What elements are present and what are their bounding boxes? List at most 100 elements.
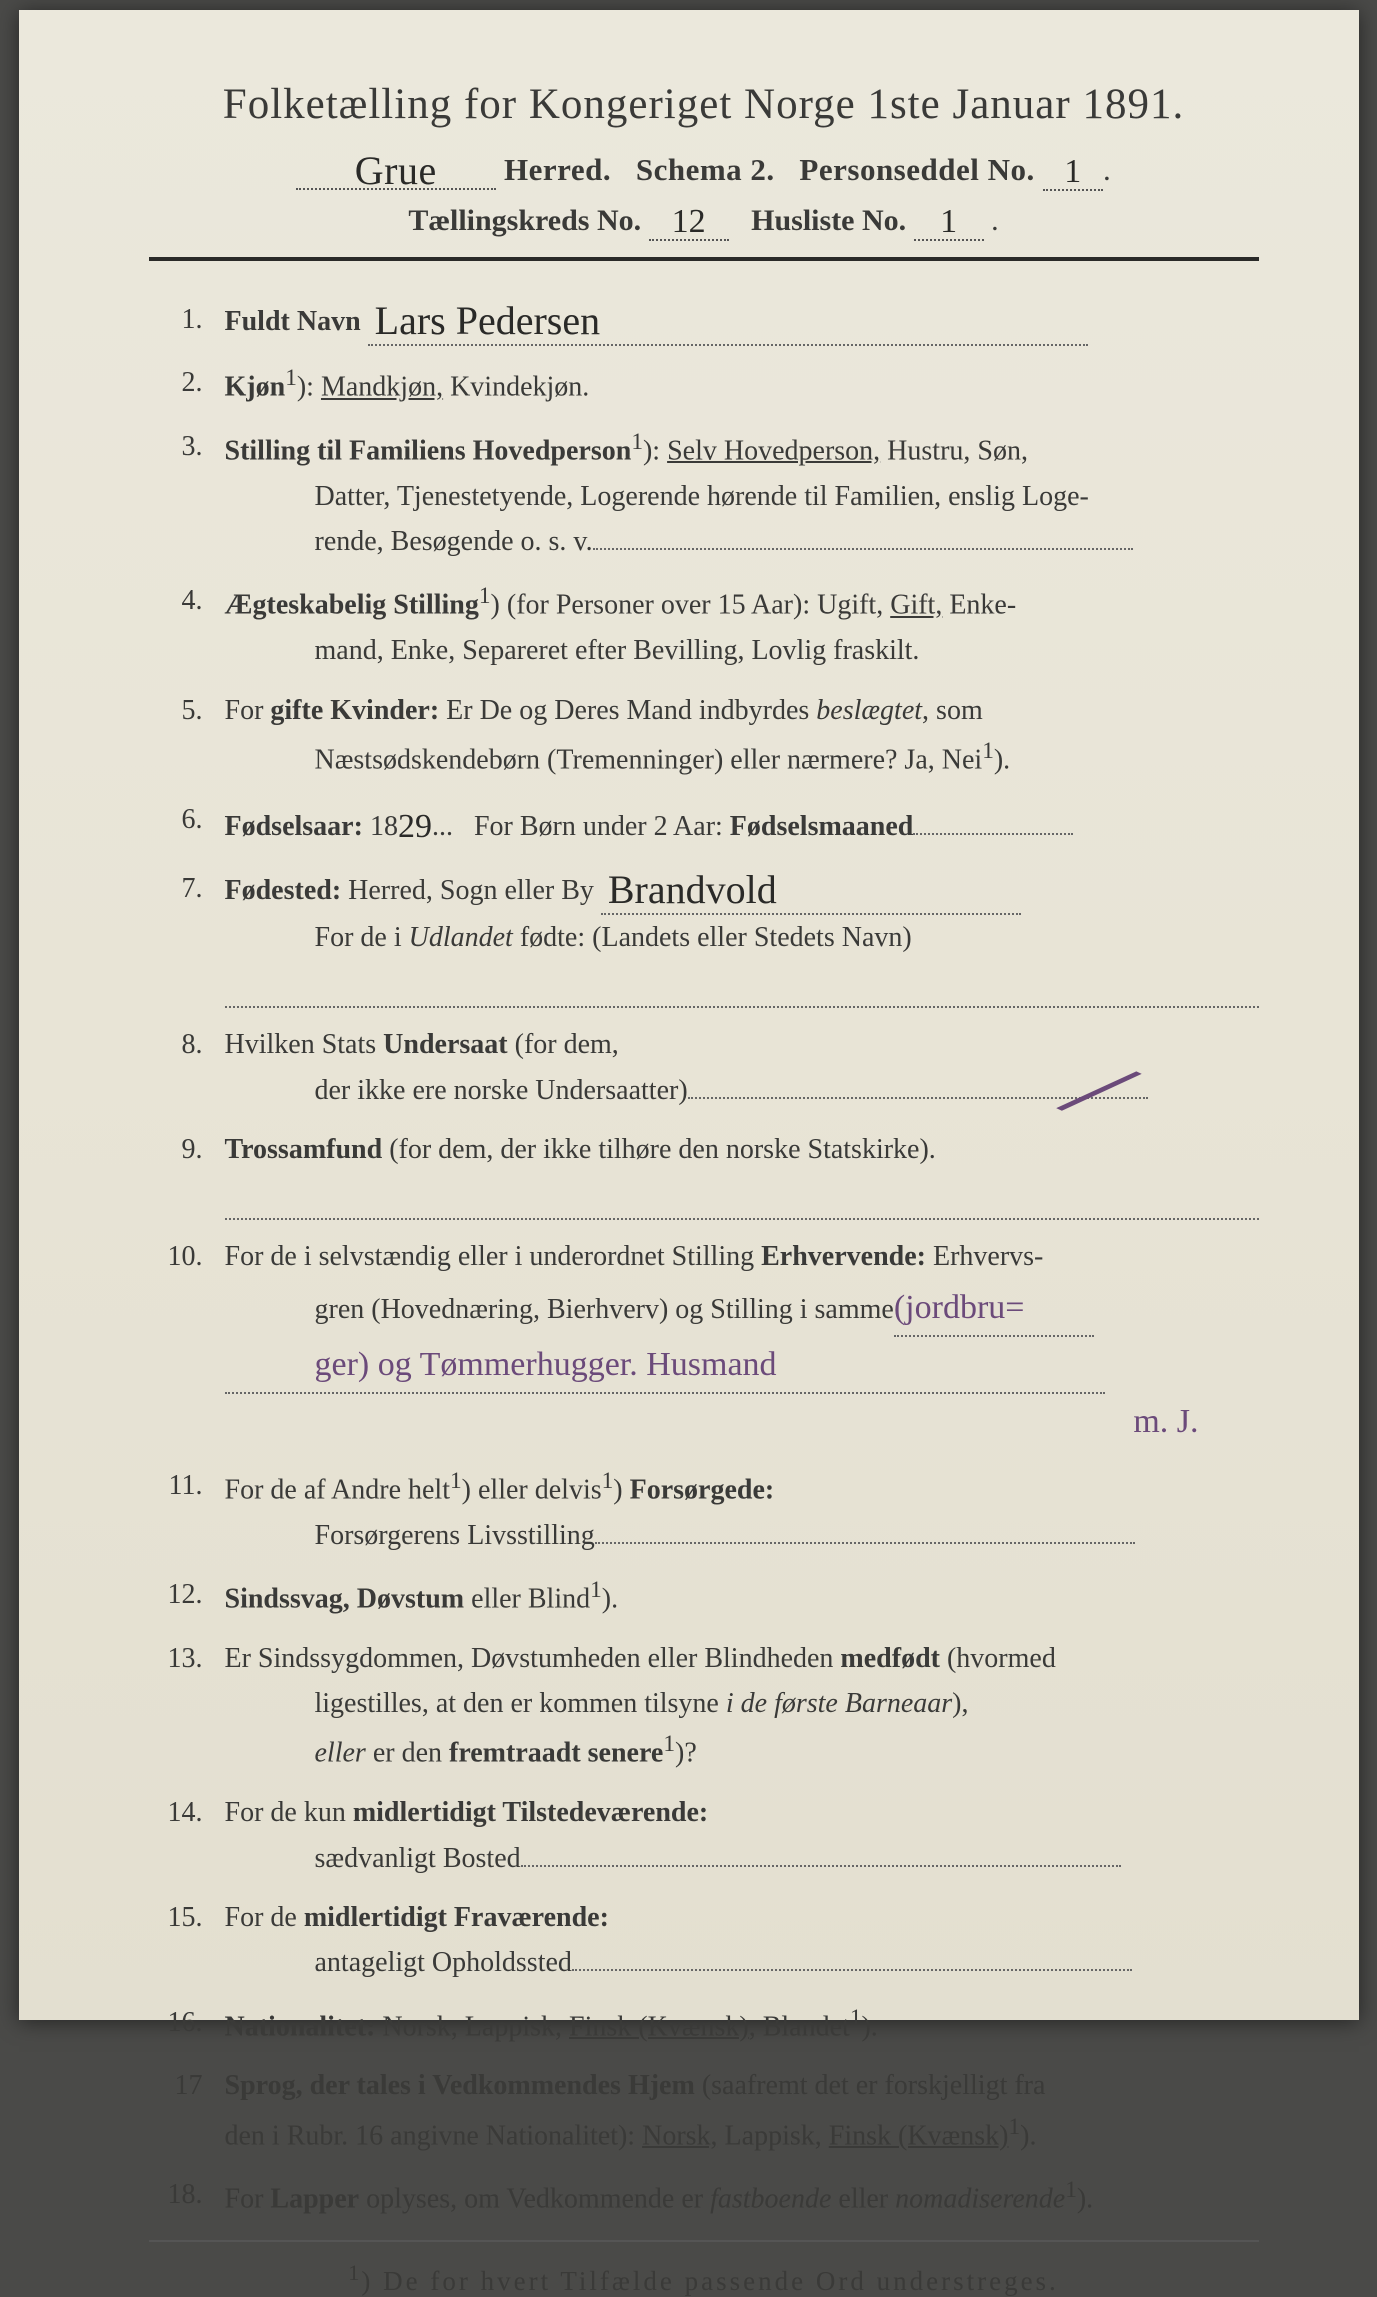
q2-mandkjon: Mandkjøn, [321,372,443,403]
q17-norsk: Norsk, [642,2120,717,2151]
q13-sup: 1 [663,1731,675,1757]
q8-c: (for dem, [508,1029,619,1060]
q8-line2: der ikke ere norske Undersaatter) [315,1075,688,1106]
q5-b: gifte Kvinder: [270,695,439,726]
kreds-label: Tællingskreds No. [408,204,641,237]
q13-c: (hvormed [940,1643,1056,1674]
form-subtitle-2: Tællingskreds No. 12 Husliste No. 1 . [149,201,1259,241]
q18-b: oplyses, om Vedkommende er [359,2184,710,2215]
q13-l3c: )? [675,1738,697,1769]
q10-c: Erhvervs- [926,1241,1043,1272]
q16-finsk: Finsk (Kvænsk) [569,2011,749,2042]
q9-dotted-blank [225,1178,1259,1220]
q11-a: For de af Andre helt [225,1474,451,1505]
q10-hw3: m. J. [1133,1403,1198,1440]
q13-l3i: eller [315,1738,366,1769]
q6-year-hw: 29 [398,808,432,845]
q3: 3. Stilling til Familiens Hovedperson1):… [155,424,1259,564]
q12-text: eller Blind [464,1583,590,1614]
q8-a: Hvilken Stats [225,1029,384,1060]
q5: 5. For gifte Kvinder: Er De og Deres Man… [155,688,1259,783]
q18-i2: nomadiserende [895,2184,1065,2215]
footnote-text: ) De for hvert Tilfælde passende Ord und… [361,2266,1058,2296]
q12-label: Sindssvag, Døvstum [225,1583,465,1614]
q6-num: 6. [155,797,225,852]
husliste-label: Husliste No. [751,204,906,237]
q4-paren: (for Personer over 15 Aar): [507,590,810,621]
q17: 17 Sprog, der tales i Vedkommendes Hjem … [155,2063,1259,2158]
q18-i1: fastboende [710,2184,831,2215]
q8-num: 8. [155,1022,225,1113]
form-title: Folketælling for Kongeriget Norge 1ste J… [149,80,1259,129]
husliste-no: 1 [940,203,957,240]
q15: 15. For de midlertidigt Fraværende: anta… [155,1895,1259,1986]
q3-sup: 1 [631,429,643,455]
q1: 1. Fuldt Navn Lars Pedersen [155,297,1259,346]
q16-sup: 1 [850,2005,862,2031]
q13: 13. Er Sindssygdommen, Døvstumheden elle… [155,1636,1259,1776]
q12-num: 12. [155,1572,225,1622]
q15-label: midlertidigt Fraværende: [304,1902,609,1933]
questions-list: 1. Fuldt Navn Lars Pedersen 2. Kjøn1): M… [155,297,1259,2222]
q16-text: Norsk, Lappisk, [375,2011,569,2042]
q7-line2b: fødte: (Landets eller Stedets Navn) [513,922,912,953]
q18-c: eller [831,2184,895,2215]
q5-c: Er De og Deres Mand indbyrdes [439,695,816,726]
q13-l3a: er den [366,1738,449,1769]
q4-line2: mand, Enke, Separeret efter Bevilling, L… [225,628,1259,673]
q11-sup2: 1 [602,1468,614,1494]
q11-b: ) eller delvis [462,1474,602,1505]
q1-name-hw: Lars Pedersen [375,301,600,341]
footnote: 1) De for hvert Tilfælde passende Ord un… [149,2260,1259,2297]
herred-label: Herred. [504,152,611,187]
q5-num: 5. [155,688,225,783]
q15-a: For de [225,1902,304,1933]
q9-label: Trossamfund [225,1134,383,1165]
q6-label2: Fødselsmaaned [730,811,914,842]
q7-hw: Brandvold [608,870,777,910]
q10-a: For de i selvstændig eller i underordnet… [225,1241,762,1272]
q2-num: 2. [155,360,225,410]
q17-finsk: Finsk (Kvænsk) [829,2120,1009,2151]
q13-num: 13. [155,1636,225,1776]
q9-text: (for dem, der ikke tilhøre den norske St… [382,1134,936,1165]
q11-sup1: 1 [450,1468,462,1494]
q7: 7. Fødested: Herred, Sogn eller By Brand… [155,866,1259,1009]
q15-line2: antageligt Opholdssted [315,1947,572,1978]
footnote-rule [149,2240,1259,2242]
personseddel-label: Personseddel No. [799,152,1034,187]
q10-line2: gren (Hovednæring, Bierhverv) og Stillin… [315,1294,894,1325]
census-form-paper: Folketælling for Kongeriget Norge 1ste J… [19,10,1359,2020]
q5-line2: Næstsødskendebørn (Tremenninger) eller n… [315,744,983,775]
header-rule [149,257,1259,261]
q3-line3: rende, Besøgende o. s. v. [315,526,593,557]
q4: 4. Ægteskabelig Stilling1) (for Personer… [155,578,1259,673]
q4-sup: 1 [479,583,491,609]
q2: 2. Kjøn1): Mandkjøn, Kvindekjøn. [155,360,1259,410]
q17-num: 17 [155,2063,225,2158]
q11-num: 11. [155,1463,225,1558]
q11: 11. For de af Andre helt1) eller delvis1… [155,1463,1259,1558]
q13-a: Er Sindssygdommen, Døvstumheden eller Bl… [225,1643,841,1674]
q3-rest: Hustru, Søn, [887,435,1028,466]
q12-sup: 1 [590,1577,602,1603]
q4-gift: Gift, [890,590,942,621]
q2-sup: 1 [285,365,297,391]
q2-kvindekjon: Kvindekjøn. [450,372,589,403]
schema-label: Schema 2. [636,152,775,187]
q13-l2i: i de første Barneaar [726,1688,952,1719]
q7-line2i: Udlandet [409,922,513,953]
q4-enke: Enke- [949,590,1016,621]
q3-num: 3. [155,424,225,564]
q3-selv: Selv Hovedperson, [667,435,880,466]
q10-hw2: ger) og Tømmerhugger. Husmand [315,1346,777,1383]
q18-label: Lapper [270,2184,359,2215]
q6-label: Fødselsaar: [225,811,363,842]
q18-num: 18. [155,2172,225,2222]
q7-label: Fødested: [225,875,342,906]
q10-num: 10. [155,1234,225,1449]
q17-l2b: Lappisk, [718,2120,829,2151]
q18-sup: 1 [1065,2177,1077,2203]
q14-line2: sædvanligt Bosted [315,1843,521,1874]
q13-l2a: ligestilles, at den er kommen tilsyne [315,1688,726,1719]
